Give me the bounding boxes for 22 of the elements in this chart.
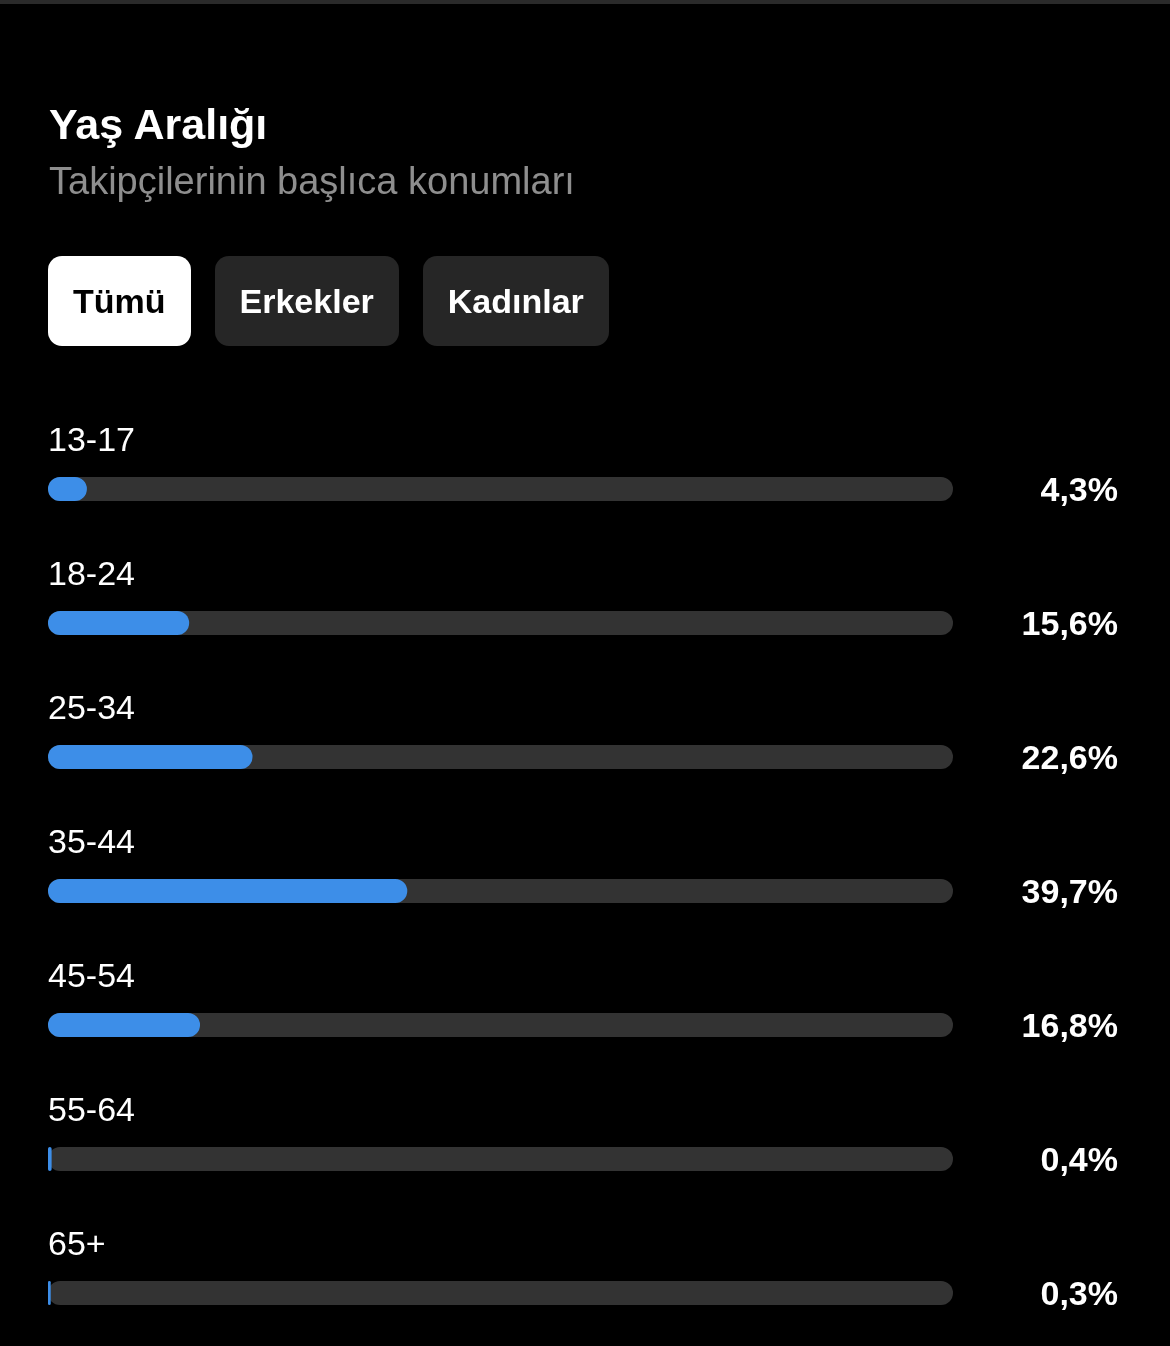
bar <box>48 745 253 769</box>
y-tick-label: 55-64 <box>48 1090 135 1128</box>
y-tick-label: 25-34 <box>48 688 135 726</box>
chart-subtitle: Takipçilerinin başlıca konumları <box>49 160 575 203</box>
text: Erkekler <box>214 256 399 346</box>
data-label: 15,6% <box>1021 604 1118 642</box>
data-label: 4,3% <box>1040 470 1118 508</box>
y-tick-label: 35-44 <box>48 822 135 860</box>
data-label: 22,6% <box>1021 738 1118 776</box>
data-label: 0,4% <box>1040 1140 1118 1178</box>
data-label: 0,3% <box>1040 1274 1118 1312</box>
data-label: 16,8% <box>1021 1006 1118 1044</box>
y-tick-label: 13-17 <box>48 420 135 458</box>
bar <box>48 611 190 635</box>
bar <box>48 1013 201 1037</box>
y-tick-label: 45-54 <box>48 956 135 994</box>
data-label: 39,7% <box>1021 872 1118 910</box>
text: Tümü <box>48 256 191 346</box>
chart-title: Yaş Aralığı <box>49 100 268 149</box>
y-tick-label: 18-24 <box>48 554 135 592</box>
text: Kadınlar <box>422 256 609 346</box>
y-tick-label: 65+ <box>48 1224 106 1262</box>
